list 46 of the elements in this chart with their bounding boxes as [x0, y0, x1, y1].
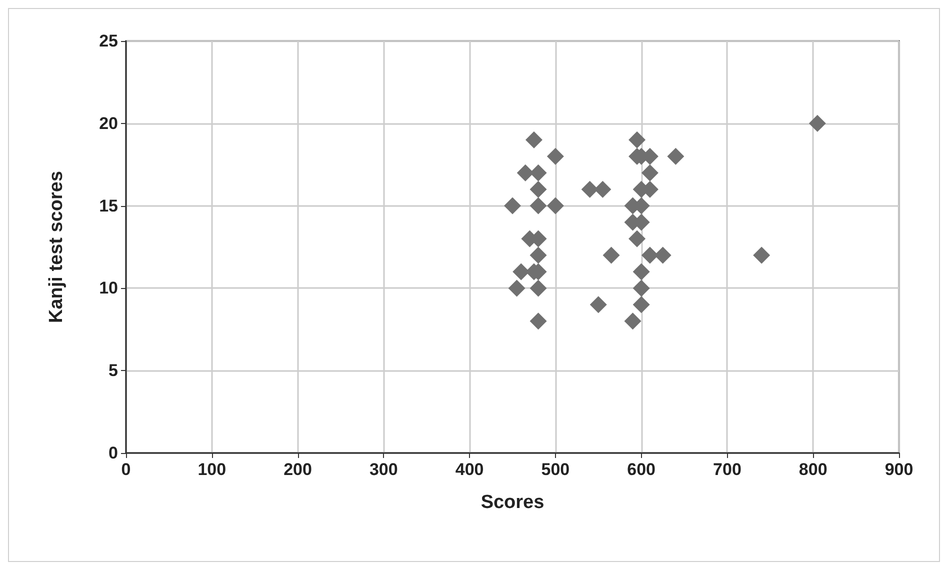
- point: [590, 296, 607, 314]
- point: [808, 114, 826, 132]
- point: [546, 148, 564, 165]
- point: [654, 246, 672, 264]
- point: [632, 296, 650, 314]
- x-tick-label: 400: [455, 460, 484, 479]
- point: [581, 180, 598, 198]
- x-tick-label: 300: [369, 460, 398, 479]
- x-tick-label: 700: [713, 460, 742, 479]
- point: [508, 280, 526, 297]
- y-tick-label: 20: [99, 114, 118, 133]
- point: [525, 131, 542, 148]
- x-tick-label: 100: [198, 460, 226, 479]
- point: [516, 164, 534, 182]
- point: [504, 197, 521, 214]
- point: [530, 246, 547, 264]
- x-tick-label: 200: [284, 460, 312, 479]
- y-axis-title: Kanji test scores: [46, 170, 67, 324]
- point: [594, 180, 612, 198]
- point: [641, 246, 658, 264]
- y-tick-label: 15: [99, 196, 118, 216]
- y-tick-label: 25: [99, 32, 118, 50]
- point: [530, 180, 547, 198]
- point: [530, 197, 547, 214]
- point: [602, 246, 620, 264]
- x-tick-label: 0: [121, 460, 131, 479]
- point: [530, 312, 547, 330]
- point: [632, 280, 650, 297]
- point: [753, 246, 770, 264]
- point: [632, 263, 650, 280]
- x-tick-label: 600: [627, 460, 656, 479]
- x-axis-title: Scores: [480, 492, 544, 513]
- point: [641, 164, 658, 182]
- point: [628, 230, 646, 248]
- point: [530, 280, 547, 297]
- y-tick-label: 0: [108, 444, 118, 462]
- x-tick-label: 500: [541, 460, 570, 479]
- point: [530, 164, 547, 182]
- x-tick-label: 800: [798, 460, 828, 479]
- point: [546, 197, 564, 214]
- point: [628, 131, 646, 148]
- x-tick-label: 900: [884, 460, 914, 479]
- y-tick-label: 5: [108, 361, 118, 380]
- point: [624, 312, 642, 330]
- y-tick-label: 10: [99, 278, 118, 298]
- point: [667, 148, 684, 165]
